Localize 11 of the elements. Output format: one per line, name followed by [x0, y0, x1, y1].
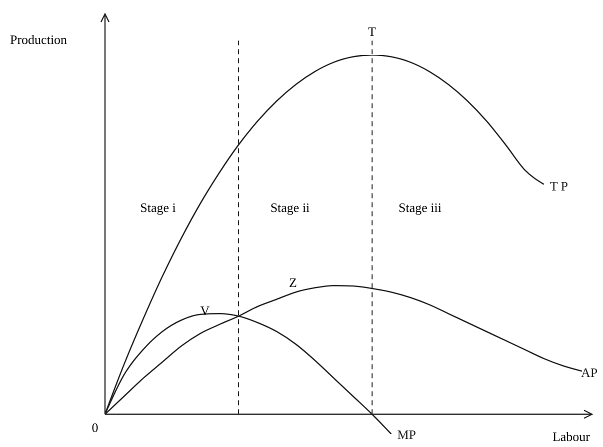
annotation: Stage ii	[270, 200, 310, 215]
series-label: MP	[397, 427, 416, 442]
x-axis-title: Labour	[552, 429, 591, 444]
annotation: Stage i	[140, 200, 176, 215]
series-label: AP	[581, 365, 598, 380]
y-axis-title: Production	[10, 32, 68, 47]
annotation: Stage iii	[398, 200, 442, 215]
annotation: Z	[289, 275, 298, 290]
text: T	[368, 24, 376, 39]
text: 0	[92, 420, 98, 435]
series-label: T P	[550, 178, 568, 194]
